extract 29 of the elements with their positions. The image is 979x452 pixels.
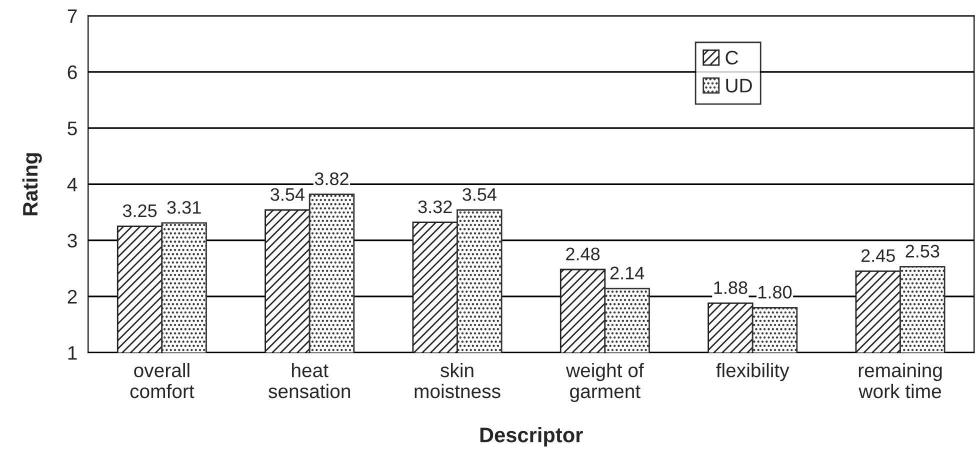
y-tick-label: 1 — [68, 346, 77, 360]
data-label: 1.80 — [758, 286, 792, 299]
x-axis-title: Descriptor — [480, 427, 583, 446]
data-label: 3.31 — [167, 201, 201, 214]
legend-label: C — [726, 50, 738, 65]
data-label: 2.53 — [906, 244, 940, 258]
data-label: 3.54 — [462, 188, 496, 201]
y-tick-label: 6 — [68, 65, 77, 80]
y-tick-label: 3 — [68, 234, 77, 248]
data-label: 3.25 — [122, 204, 157, 218]
x-tick-label: remaining work time — [858, 362, 942, 398]
x-tick-label: overall comfort — [130, 362, 194, 398]
data-label: 3.54 — [270, 188, 305, 201]
y-tick-label: 7 — [68, 9, 77, 23]
x-tick-label: heat sensation — [268, 362, 350, 398]
data-label: 2.14 — [610, 266, 644, 280]
data-label: 3.82 — [314, 172, 348, 186]
data-label: 2.48 — [566, 248, 600, 260]
x-tick-label: flexibility — [716, 362, 790, 382]
y-tick-label: 4 — [67, 178, 78, 192]
x-tick-label: weight of garment — [566, 362, 644, 402]
data-label: 2.45 — [861, 249, 895, 262]
y-tick-label: 2 — [68, 290, 77, 304]
y-tick-label: 5 — [68, 122, 77, 136]
legend-label: UD — [726, 78, 752, 92]
data-label: 1.88 — [714, 281, 748, 294]
y-axis-title: Rating — [22, 153, 42, 216]
data-label: 3.32 — [418, 200, 452, 214]
x-tick-label: skin moistness — [414, 362, 500, 398]
